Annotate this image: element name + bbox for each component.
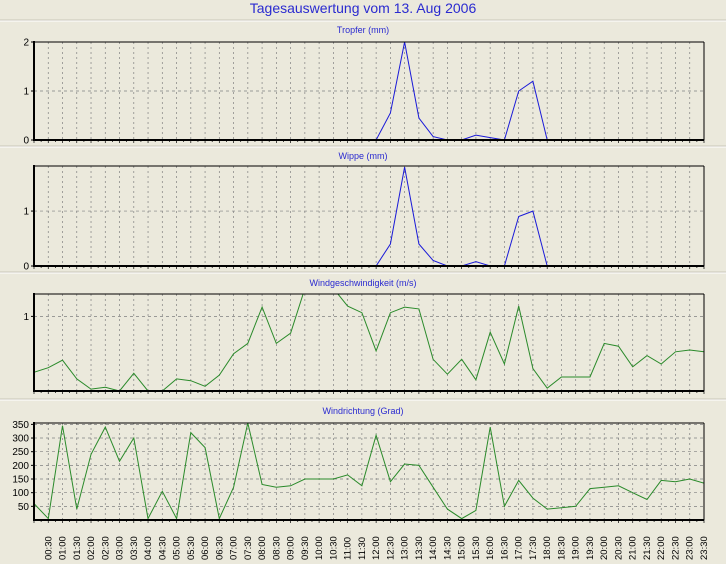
y-tick-label: 100 <box>12 488 29 499</box>
x-tick-label: 03:00 <box>115 536 126 560</box>
x-tick-label: 09:00 <box>286 536 297 560</box>
chart-title: Windrichtung (Grad) <box>322 406 403 416</box>
x-tick-label: 11:00 <box>343 537 354 560</box>
chart-title: Windgeschwindigkeit (m/s) <box>309 278 416 288</box>
y-tick-label: 150 <box>12 475 29 486</box>
y-tick-label: 350 <box>12 420 29 431</box>
chart-panel: Windgeschwindigkeit (m/s) 1 <box>23 278 705 394</box>
x-tick-label: 15:00 <box>457 536 468 560</box>
x-tick-label: 19:00 <box>571 536 582 560</box>
x-tick-label: 23:30 <box>699 536 710 560</box>
x-tick-label: 05:00 <box>172 536 183 560</box>
plot-area <box>34 294 704 391</box>
x-tick-label: 10:30 <box>328 536 339 560</box>
series-line <box>375 167 548 266</box>
x-tick-label: 16:00 <box>485 536 496 560</box>
y-tick-label: 1 <box>23 87 29 98</box>
x-tick-label: 04:00 <box>143 536 154 560</box>
x-tick-label: 03:30 <box>129 536 140 560</box>
series-line <box>375 42 548 140</box>
x-tick-label: 01:30 <box>72 536 83 560</box>
chart-title: Wippe (mm) <box>339 151 388 161</box>
x-tick-label: 18:30 <box>556 536 567 560</box>
y-tick-label: 1 <box>23 207 29 218</box>
x-tick-label: 17:00 <box>514 536 525 560</box>
x-tick-label: 06:30 <box>214 536 225 560</box>
x-tick-label: 22:00 <box>656 536 667 560</box>
plot-area <box>34 423 704 520</box>
x-tick-label: 12:00 <box>371 536 382 560</box>
x-tick-label: 09:30 <box>300 536 311 560</box>
x-tick-label: 13:30 <box>414 536 425 560</box>
x-tick-label: 01:00 <box>58 536 69 560</box>
y-tick-label: 300 <box>12 434 29 445</box>
chart-title: Tropfer (mm) <box>337 25 389 35</box>
chart-panel: Tropfer (mm) 0 1 2 <box>23 25 705 147</box>
x-tick-label: 00:30 <box>43 536 54 560</box>
x-tick-label: 08:00 <box>257 536 268 560</box>
y-tick-label: 250 <box>12 447 29 458</box>
y-tick-label: 1 <box>23 312 29 323</box>
x-tick-label: 07:30 <box>243 536 254 560</box>
x-tick-label: 20:00 <box>599 536 610 560</box>
x-tick-label: 16:30 <box>499 536 510 560</box>
y-tick-label: 50 <box>18 502 30 513</box>
x-tick-label: 17:30 <box>528 536 539 560</box>
y-tick-label: 0 <box>23 262 29 273</box>
x-tick-label: 23:00 <box>685 536 696 560</box>
chart-panel: Windrichtung (Grad) 50 100 150 200 250 300 350 <box>12 406 705 523</box>
x-tick-label: 13:00 <box>400 536 411 560</box>
plot-area <box>34 42 704 140</box>
x-tick-label: 20:30 <box>613 536 624 560</box>
x-tick-label: 06:00 <box>200 536 211 560</box>
x-tick-label: 05:30 <box>186 536 197 560</box>
x-tick-label: 19:30 <box>585 536 596 560</box>
x-tick-label: 02:30 <box>100 536 111 560</box>
x-tick-label: 22:30 <box>670 536 681 560</box>
y-tick-label: 200 <box>12 461 29 472</box>
series-line <box>34 294 704 391</box>
plot-area <box>34 166 704 266</box>
x-tick-label: 02:00 <box>86 536 97 560</box>
x-tick-label: 12:30 <box>385 536 396 560</box>
x-tick-label: 15:30 <box>471 536 482 560</box>
y-tick-label: 0 <box>23 136 29 147</box>
page-title: Tagesauswertung vom 13. Aug 2006 <box>249 0 477 16</box>
series-line <box>34 423 704 520</box>
x-tick-label: 18:00 <box>542 536 553 560</box>
x-tick-label: 21:30 <box>642 536 653 560</box>
x-tick-label: 11:30 <box>357 537 368 560</box>
y-tick-label: 2 <box>23 38 29 49</box>
x-tick-label: 07:00 <box>229 536 240 560</box>
x-tick-label: 14:30 <box>442 536 453 560</box>
chart-panel: Wippe (mm) 0 1 <box>23 151 705 273</box>
x-tick-label: 14:00 <box>428 536 439 560</box>
x-tick-label: 10:00 <box>314 536 325 560</box>
x-tick-label: 21:00 <box>628 536 639 560</box>
x-tick-label: 08:30 <box>271 536 282 560</box>
x-tick-label: 04:30 <box>157 536 168 560</box>
